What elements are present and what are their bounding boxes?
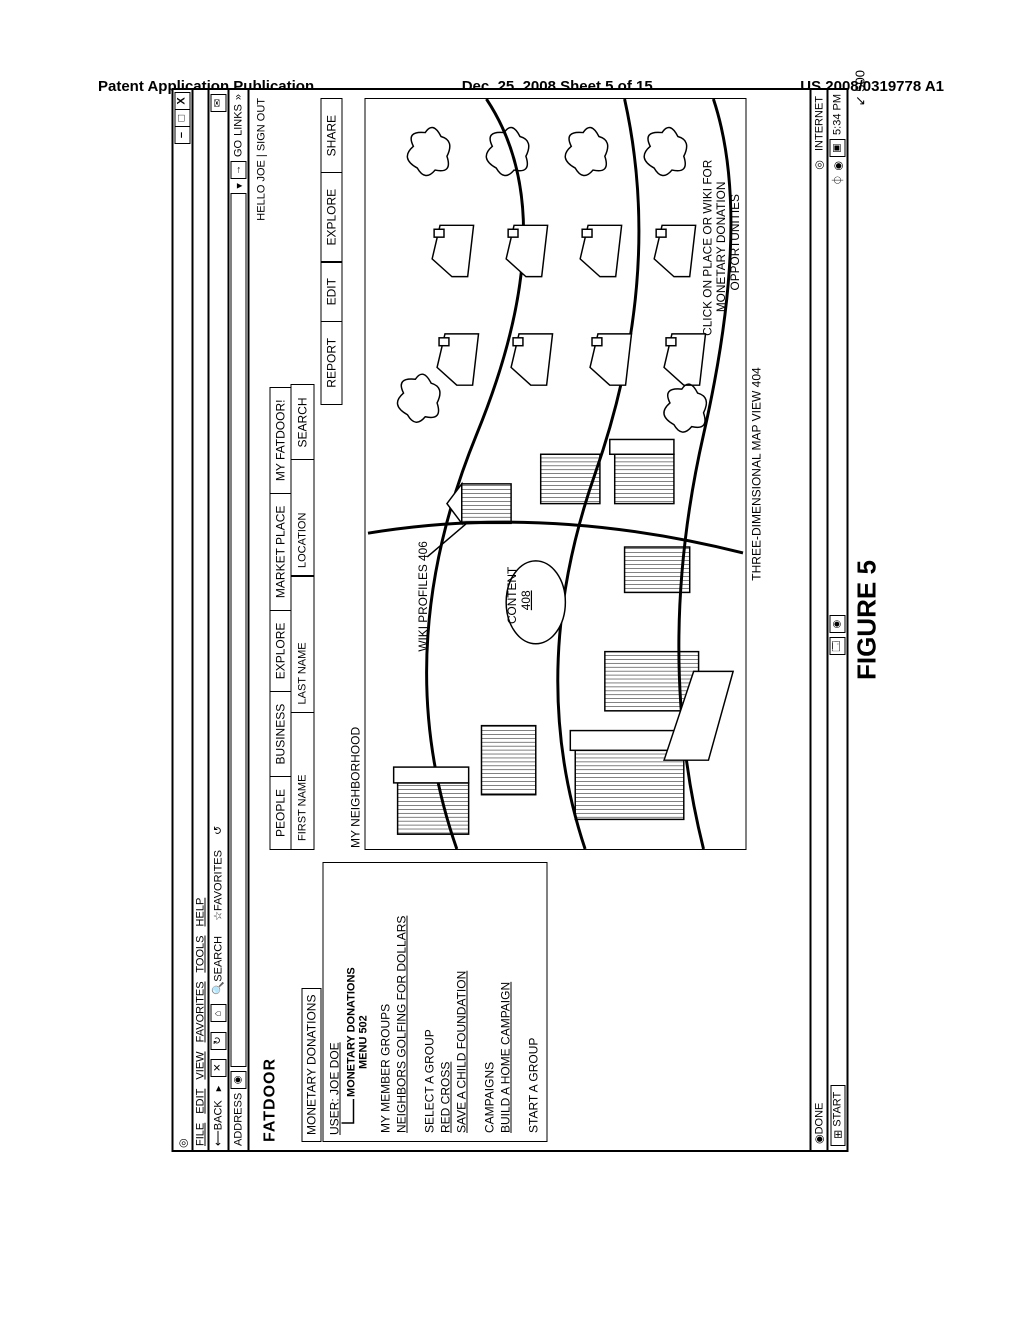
first-name-field[interactable]: FIRST NAME <box>290 712 314 850</box>
back-button[interactable]: ⟵BACK ▸ <box>212 1086 224 1146</box>
signout-link[interactable]: SIGN OUT <box>256 98 268 151</box>
menu-favorites[interactable]: FAVORITES <box>195 981 207 1042</box>
toolbar: ⟵BACK ▸ ✕ ↻ ⌂ 🔍SEARCH ☆FAVORITES ↺ ✉ <box>210 90 230 1150</box>
tab-business[interactable]: BUSINESS <box>270 691 292 778</box>
home-icon[interactable]: ⌂ <box>211 1004 227 1022</box>
action-share[interactable]: SHARE <box>320 98 342 173</box>
menu-edit[interactable]: EDIT <box>195 1089 207 1114</box>
tab-myfatdoor[interactable]: MY FATDOOR! <box>270 387 292 495</box>
select-header: SELECT A GROUP <box>422 869 436 1133</box>
menu-tools[interactable]: TOOLS <box>195 936 207 973</box>
wiki-label: WIKI PROFILES 406 <box>416 541 430 652</box>
tray-icon-2[interactable]: ◉ <box>830 615 846 633</box>
tray-icon-1[interactable]: 🗔 <box>830 637 846 655</box>
tray-net-icon: ⏀ <box>830 175 846 186</box>
sidebar: FATDOOR MONETARY DONATIONS USER: JOE DOE… <box>250 854 810 1150</box>
map-view[interactable]: CONTENT 408 WIKI PROFILES 406 <box>364 98 746 850</box>
main-area: HELLO JOE | SIGN OUT PEOPLE BUSINESS EXP… <box>250 90 810 854</box>
donations-title: MONETARY DONATIONS <box>302 988 322 1142</box>
figure-ref: ↙ 500 <box>853 70 869 106</box>
links-label[interactable]: LINKS <box>233 104 245 136</box>
search-submit[interactable]: SEARCH <box>290 384 314 460</box>
status-done: DONE <box>814 1103 826 1135</box>
tab-marketplace[interactable]: MARKET PLACE <box>270 493 292 611</box>
figure-label: FIGURE 5 <box>852 560 883 680</box>
tray-box-icon: ▣ <box>830 139 846 157</box>
status-internet: INTERNET <box>814 96 826 151</box>
groups-header: MY MEMBER GROUPS <box>378 869 392 1133</box>
addr-dropdown-icon[interactable]: ▾ <box>232 183 245 189</box>
content-label: CONTENT <box>505 567 519 624</box>
minimize-icon[interactable]: – <box>175 126 191 144</box>
house-row <box>432 225 705 385</box>
start-button[interactable]: ⊞START <box>830 1085 845 1146</box>
instr3: OPPORTUNITIES <box>728 194 742 291</box>
action-explore[interactable]: EXPLORE <box>320 172 342 263</box>
history-icon[interactable]: ↺ <box>212 826 224 835</box>
nav-tabs: PEOPLE BUSINESS EXPLORE MARKET PLACE MY … <box>270 98 292 850</box>
tray-vol-icon: ◉ <box>831 161 844 171</box>
mail-icon[interactable]: ✉ <box>211 94 227 112</box>
favorites-button[interactable]: ☆FAVORITES <box>212 844 224 921</box>
address-label: ADDRESS <box>233 1093 245 1146</box>
close-icon[interactable]: X <box>175 92 191 110</box>
links-more[interactable]: » <box>233 94 245 100</box>
campaigns-header: CAMPAIGNS <box>482 869 496 1133</box>
address-input[interactable] <box>231 193 247 1067</box>
start-group[interactable]: START A GROUP <box>526 869 540 1133</box>
go-label: GO <box>233 140 245 157</box>
group-redcross[interactable]: RED CROSS <box>438 869 452 1133</box>
location-field[interactable]: LOCATION <box>290 459 314 577</box>
tab-people[interactable]: PEOPLE <box>270 776 292 850</box>
last-name-field[interactable]: LAST NAME <box>290 576 314 714</box>
brand: FATDOOR <box>262 862 280 1142</box>
instr1: CLICK ON PLACE OR WIKI FOR <box>700 160 714 336</box>
maximize-icon[interactable]: □ <box>175 109 191 127</box>
titlebar: ◎ –□X <box>174 90 194 1150</box>
browser-window: ◎ –□X FILE EDIT VIEW FAVORITES TOOLS HEL… <box>172 88 849 1152</box>
menubar: FILE EDIT VIEW FAVORITES TOOLS HELP <box>194 90 210 1150</box>
group-golfing[interactable]: NEIGHBORS GOLFING FOR DOLLARS <box>394 869 408 1133</box>
map-caption: THREE-DIMENSIONAL MAP VIEW 404 <box>749 98 763 850</box>
refresh-icon[interactable]: ↻ <box>211 1032 227 1050</box>
menu-file[interactable]: FILE <box>195 1123 207 1146</box>
action-report[interactable]: REPORT <box>320 321 342 405</box>
clock: 5:34 PM <box>832 94 844 135</box>
campaign-buildhome[interactable]: BUILD A HOME CAMPAIGN <box>498 869 512 1133</box>
hello-user: HELLO JOE <box>256 160 268 221</box>
action-edit[interactable]: EDIT <box>320 261 342 322</box>
status-bar: ◉DONE ◎ INTERNET <box>810 90 827 1150</box>
group-saveachild[interactable]: SAVE A CHILD FOUNDATION <box>454 869 468 1133</box>
menu-head2: MENU 502 <box>357 1015 369 1069</box>
tab-explore[interactable]: EXPLORE <box>270 610 292 693</box>
go-button[interactable]: → <box>231 161 247 179</box>
page-icon: ◉ <box>231 1071 247 1089</box>
content-ref: 408 <box>518 590 532 610</box>
instr2: MONETARY DONATION <box>714 182 728 313</box>
search-button[interactable]: 🔍SEARCH <box>212 930 224 996</box>
neighborhood-label: MY NEIGHBORHOOD <box>348 98 362 848</box>
taskbar: ⊞START 🗔 ◉ ⏀ ◉ ▣ 5:34 PM <box>827 90 847 1150</box>
menu-view[interactable]: VIEW <box>195 1051 207 1079</box>
app-icon: ◎ <box>176 1138 189 1148</box>
menu-help[interactable]: HELP <box>195 898 207 927</box>
window-controls: –□X <box>175 92 191 143</box>
stop-icon[interactable]: ✕ <box>211 1059 227 1077</box>
address-bar: ADDRESS ◉ ▾ → GO LINKS » <box>230 90 250 1150</box>
